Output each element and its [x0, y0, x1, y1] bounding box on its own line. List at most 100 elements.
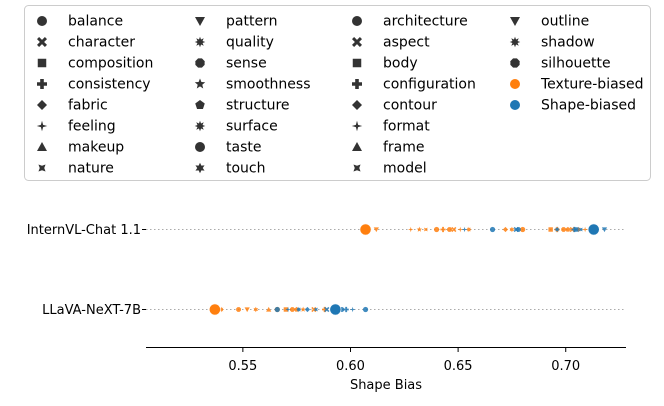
legend-marker-makeup: [37, 142, 47, 151]
legend-entry-nature: nature: [38, 161, 114, 177]
legend-entry-shadow: shadow: [509, 35, 595, 51]
x-tick-label: 0.55: [228, 359, 257, 374]
legend-label-silhouette: silhouette: [541, 56, 611, 72]
point-texture-llava: [289, 307, 295, 312]
legend-marker-architecture: [352, 16, 362, 26]
point-shape-internvl: [489, 226, 496, 233]
legend-marker-touch: [195, 162, 205, 174]
point-texture-internvl: [416, 226, 423, 232]
legend-entry-pattern: pattern: [195, 14, 277, 30]
point-texture-llava: [253, 306, 259, 313]
point-texture-mean-llava: [208, 303, 221, 316]
point-shape-llava: [362, 306, 369, 313]
point-shape-llava: [324, 306, 330, 313]
legend-marker-feeling: [36, 120, 48, 132]
x-tick-label: 0.65: [444, 359, 473, 374]
legend-label-makeup: makeup: [68, 140, 124, 156]
legend-label-model: model: [383, 161, 427, 177]
point-shape-internvl: [515, 227, 521, 232]
point-texture-internvl: [466, 226, 472, 233]
legend-entry-surface: surface: [194, 119, 278, 135]
legend-marker-texture-biased: [510, 79, 520, 89]
point-texture-internvl: [433, 226, 440, 233]
point-texture-internvl: [582, 226, 588, 233]
point-shape-internvl: [461, 226, 468, 233]
point-shape-internvl: [574, 227, 579, 232]
point-shape-llava: [349, 306, 356, 313]
legend-label-quality: quality: [226, 35, 274, 51]
legend-entry-model: model: [353, 161, 427, 177]
data-points: [208, 223, 608, 316]
point-texture-llava: [322, 306, 328, 313]
legend-label-fabric: fabric: [68, 98, 108, 114]
point-shape-internvl: [554, 226, 560, 233]
point-texture-internvl: [457, 226, 463, 233]
legend: balance character composition consistency fa…: [36, 14, 643, 177]
x-axis-label: Shape Bias: [350, 378, 422, 393]
legend-label-sense: sense: [226, 56, 267, 72]
legend-marker-smoothness: [194, 78, 206, 89]
legend-label-nature: nature: [68, 161, 114, 177]
legend-marker-pattern: [195, 17, 205, 26]
legend-label-pattern: pattern: [226, 14, 277, 30]
legend-marker-silhouette: [510, 58, 520, 68]
legend-marker-configuration: [352, 79, 362, 89]
legend-label-surface: surface: [226, 119, 278, 135]
legend-label-structure: structure: [226, 98, 290, 114]
legend-entry-quality: quality: [194, 35, 274, 51]
legend-marker-structure: [195, 100, 205, 110]
x-ticks: 0.55 0.60 0.65 0.70: [228, 347, 580, 374]
legend-entry-fabric: fabric: [37, 98, 108, 114]
point-texture-internvl: [565, 226, 571, 232]
legend-marker-model: [353, 164, 361, 172]
point-texture-internvl: [502, 226, 509, 233]
legend-entry-contour: contour: [352, 98, 437, 114]
point-texture-llava: [236, 307, 241, 312]
legend-marker-composition: [37, 58, 47, 68]
legend-label-taste: taste: [226, 140, 261, 156]
legend-marker-shape-biased: [510, 100, 520, 110]
legend-entry-feeling: feeling: [36, 119, 116, 135]
legend-marker-surface: [194, 120, 206, 132]
legend-label-configuration: configuration: [383, 77, 476, 93]
legend-marker-quality: [194, 36, 206, 48]
point-texture-internvl: [520, 226, 526, 233]
legend-entry-structure: structure: [195, 98, 290, 114]
legend-entry-architecture: architecture: [352, 14, 468, 30]
legend-label-balance: balance: [68, 14, 123, 30]
point-texture-llava: [300, 306, 306, 312]
legend-label-format: format: [383, 119, 430, 135]
point-shape-llava: [285, 306, 291, 313]
point-shape-llava: [296, 306, 302, 313]
legend-marker-character: [37, 37, 47, 47]
legend-entry-balance: balance: [37, 14, 123, 30]
point-shape-internvl: [601, 227, 608, 233]
legend-label-frame: frame: [383, 140, 425, 156]
legend-entry-composition: composition: [37, 56, 153, 72]
legend-label-shadow: shadow: [541, 35, 595, 51]
legend-marker-consistency: [37, 79, 47, 89]
point-texture-internvl: [408, 226, 414, 233]
legend-marker-nature: [38, 164, 46, 172]
legend-entry-texture-biased: Texture-biased: [510, 77, 643, 93]
legend-label-contour: contour: [383, 98, 437, 114]
point-shape-mean-llava: [329, 303, 342, 316]
legend-entry-touch: touch: [195, 161, 266, 177]
legend-label-smoothness: smoothness: [226, 77, 311, 93]
point-shape-llava: [314, 307, 318, 312]
legend-entry-frame: frame: [352, 140, 425, 156]
legend-label-consistency: consistency: [68, 77, 151, 93]
x-tick-label: 0.70: [551, 359, 580, 374]
legend-entry-shape-biased: Shape-biased: [510, 98, 636, 114]
legend-label-character: character: [68, 35, 135, 51]
point-texture-llava: [266, 306, 272, 312]
legend-marker-format: [351, 120, 363, 132]
x-tick-label: 0.60: [336, 359, 365, 374]
legend-entry-aspect: aspect: [352, 35, 430, 51]
legend-label-architecture: architecture: [383, 14, 468, 30]
point-texture-internvl: [561, 227, 566, 232]
point-shape-mean-internvl: [587, 223, 600, 236]
point-texture-llava: [244, 307, 250, 313]
legend-label-texture-biased: Texture-biased: [540, 77, 643, 93]
